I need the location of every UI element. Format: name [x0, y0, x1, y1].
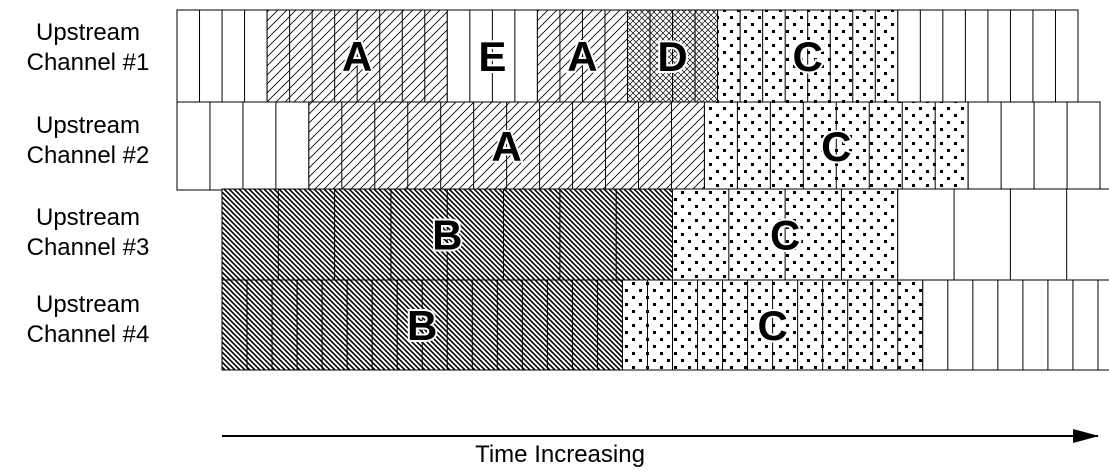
- grant-label-b: B: [407, 302, 437, 349]
- channel-label-3-line1: Upstream: [35, 204, 141, 231]
- channel-label-4: Upstream Channel #4: [0, 290, 176, 350]
- channel-label-1: Upstream Channel #1: [0, 18, 176, 78]
- channel-label-2: Upstream Channel #2: [0, 111, 176, 171]
- grant-label-c: C: [821, 123, 851, 170]
- channel-3-segment-3-idle: [897, 188, 1109, 281]
- grant-label-c: C: [757, 302, 787, 349]
- time-axis-label: Time Increasing: [475, 441, 645, 468]
- grant-label-c: C: [770, 212, 800, 259]
- grant-label-c: C: [793, 33, 823, 80]
- channel-label-1-line1: Upstream: [35, 19, 141, 46]
- grant-label-b: B: [432, 212, 462, 259]
- channel-4-segment-3-idle: [922, 279, 1109, 371]
- channel-label-1-line2: Channel #1: [26, 49, 150, 76]
- channel-label-3: Upstream Channel #3: [0, 203, 176, 263]
- grant-label-e: E: [478, 33, 506, 80]
- grant-label-d: D: [657, 33, 687, 80]
- channel-label-4-line2: Channel #4: [26, 321, 150, 348]
- channel-label-2-line1: Upstream: [35, 112, 141, 139]
- grant-label-a: A: [342, 33, 372, 80]
- grant-label-a: A: [491, 123, 521, 170]
- grant-label-a: A: [567, 33, 597, 80]
- channel-label-3-line2: Channel #3: [26, 234, 150, 261]
- channel-label-4-line1: Upstream: [35, 291, 141, 318]
- channel-label-2-line2: Channel #2: [26, 142, 150, 169]
